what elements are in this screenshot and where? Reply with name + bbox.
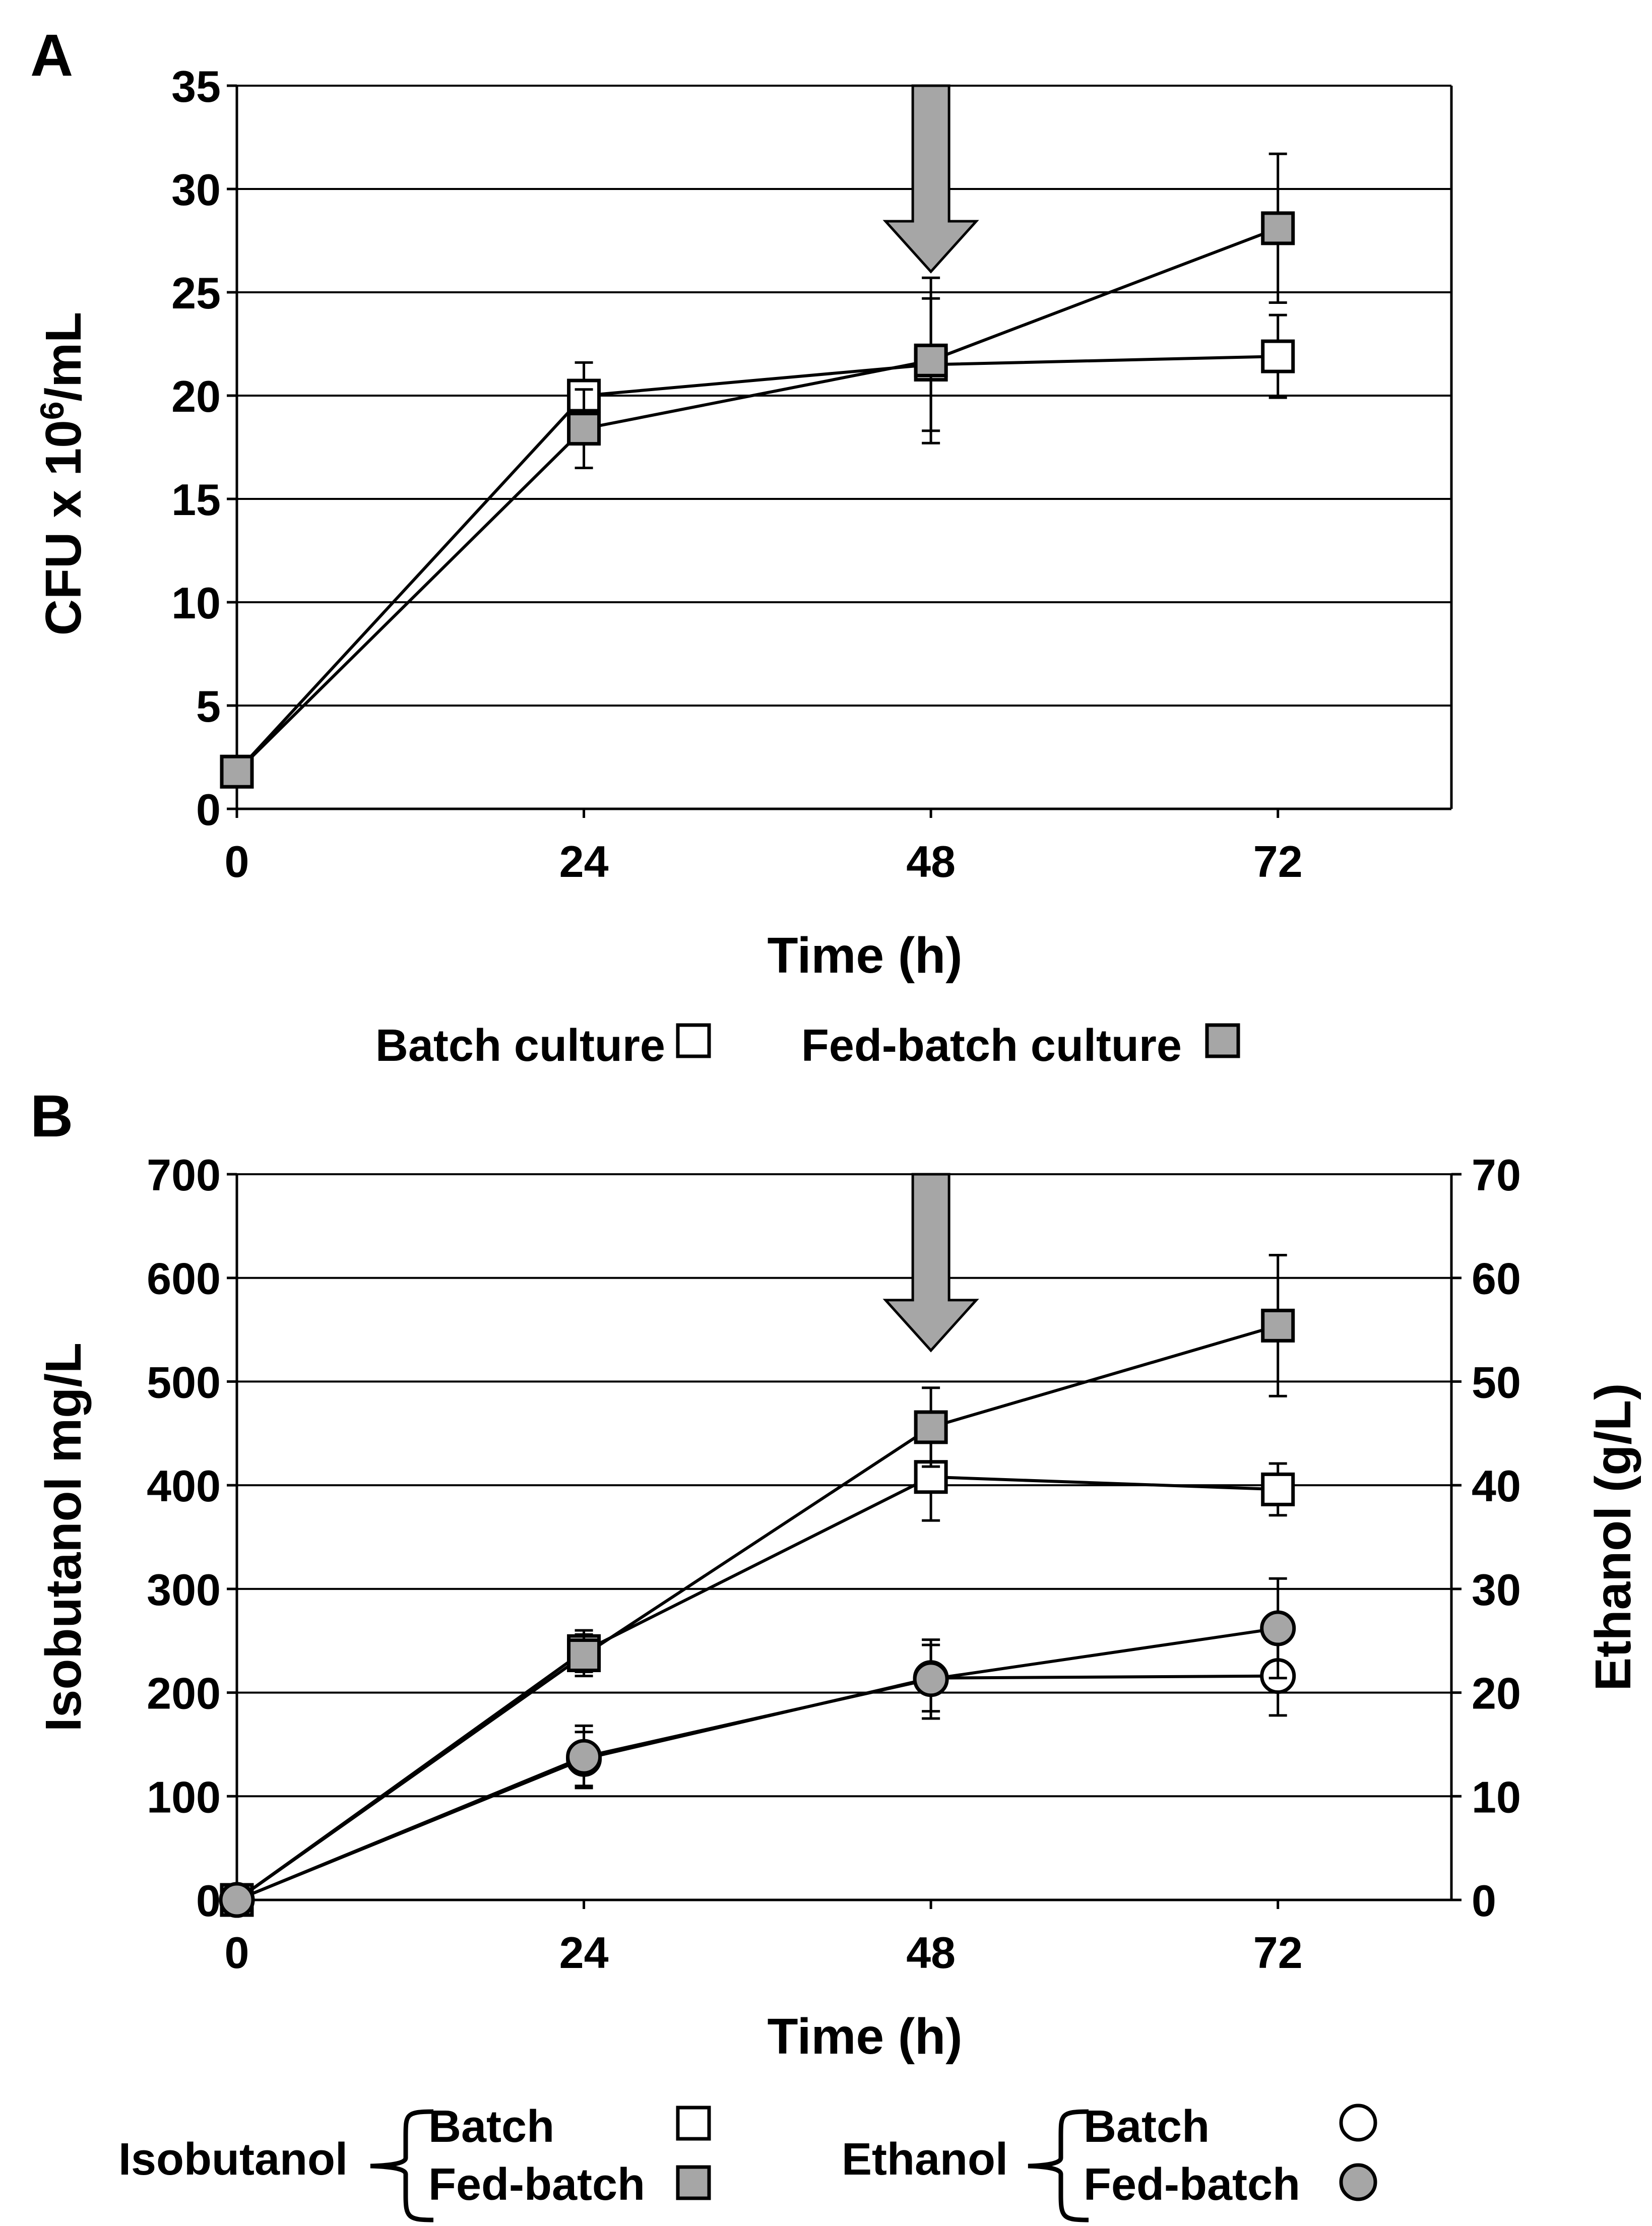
panel-b-series — [219, 1253, 1296, 1918]
panel-a-y-tick-label-4: 20 — [171, 371, 221, 421]
panel-a-y-title-superscript: 6 — [33, 402, 71, 420]
panel-a-legend: Batch culture Fed-batch culture — [375, 1021, 1240, 1071]
panel-a-x-tick-label-0: 0 — [225, 837, 249, 886]
panel-a-feed-arrow-shape — [882, 84, 979, 274]
panel-a-feed-arrow — [882, 84, 979, 274]
panel-b-isobutanol-batch-line — [236, 1475, 1278, 1901]
panel-a-y-tick-label-7: 35 — [171, 61, 221, 111]
legend-isobutanol-batch-label: Batch — [428, 2102, 554, 2152]
legend-ethanol-brace — [1028, 2109, 1089, 2222]
panel-a-ticks: 0 5 10 15 20 25 30 35 0 24 48 72 — [171, 61, 1303, 886]
legend-ethanol-batch-marker — [1339, 2104, 1377, 2142]
panel-b-legend: Isobutanol Batch Fed-batch Ethanol Batch… — [118, 2102, 1377, 2222]
panel-a-y-title-main: CFU x 10 — [35, 420, 92, 635]
panel-b-x-tick-label-3: 72 — [1253, 1928, 1303, 1978]
legend-ethanol-group-label: Ethanol — [842, 2134, 1008, 2185]
panel-b-feed-arrow — [882, 1173, 979, 1353]
panel-a-x-axis-title: Time (h) — [767, 927, 962, 984]
panel-b-y-tick-label-7: 700 — [147, 1150, 221, 1200]
panel-b-x-tick-label-2: 48 — [906, 1928, 956, 1978]
panel-a-y-tick-label-5: 25 — [171, 268, 221, 318]
panel-b-isobutanol-fed-batch-line — [236, 1324, 1279, 1901]
panel-b-chart: B 01002003004005006007000102030405060700… — [30, 1083, 1641, 2222]
panel-b-ethanol-fed-batch-point-0 — [219, 1882, 255, 1918]
panel-a-label: A — [30, 22, 73, 89]
panel-b-x-axis-title: Time (h) — [767, 2008, 962, 2065]
panel-b-y2-tick-label-1: 10 — [1472, 1772, 1521, 1822]
panel-a-x-tick-label-3: 72 — [1253, 837, 1303, 886]
panel-b-label: B — [30, 1083, 73, 1150]
legend-ethanol-batch-label: Batch — [1084, 2102, 1210, 2152]
panel-a-legend-fedbatch-marker — [1205, 1023, 1240, 1058]
panel-b-y-tick-label-0: 0 — [196, 1876, 221, 1926]
panel-b-y-tick-label-5: 500 — [147, 1357, 221, 1407]
panel-a-fed-batch-culture-point-3 — [1261, 211, 1295, 245]
panel-a-fed-batch-culture-line — [235, 227, 1279, 773]
panel-b-feed-arrow-shape — [882, 1173, 979, 1353]
panel-b-y2-tick-label-5: 50 — [1472, 1357, 1521, 1407]
panel-b-ethanol-fed-batch-point-3 — [1260, 1610, 1296, 1646]
panel-a-y-tick-label-6: 30 — [171, 165, 221, 215]
panel-a-axes — [235, 86, 1453, 810]
panel-b-isobutanol-batch-point-3 — [1261, 1472, 1295, 1506]
panel-b-x-tick-label-1: 24 — [559, 1928, 609, 1978]
legend-isobutanol-group-label: Isobutanol — [118, 2134, 348, 2185]
panel-b-y2-tick-label-7: 70 — [1472, 1150, 1521, 1200]
panel-b-y-tick-label-4: 400 — [147, 1461, 221, 1511]
panel-b-y-tick-label-6: 600 — [147, 1254, 221, 1304]
legend-ethanol-fedbatch-marker — [1339, 2163, 1377, 2201]
legend-ethanol-fedbatch-label: Fed-batch — [1084, 2159, 1300, 2210]
panel-a-y-title-unit: /mL — [35, 312, 92, 402]
panel-b-isobutanol-fed-batch-point-2 — [914, 1410, 948, 1444]
panel-a-chart: A 0 5 10 15 20 25 30 35 0 24 48 72 Time (h) CFU x 1… — [30, 22, 1453, 1071]
panel-b-y-tick-label-1: 100 — [147, 1772, 221, 1822]
panel-a-batch-culture-point-3 — [1261, 339, 1295, 373]
panel-b-y2-tick-label-2: 20 — [1472, 1669, 1521, 1719]
panel-b-y2-tick-label-3: 30 — [1472, 1565, 1521, 1615]
panel-a-y-tick-label-0: 0 — [196, 785, 221, 835]
panel-a-fed-batch-culture-point-1 — [567, 412, 601, 446]
panel-b-y-tick-label-3: 300 — [147, 1565, 221, 1615]
panel-a-fed-batch-culture-point-2 — [914, 343, 948, 377]
panel-a-y-axis-title: CFU x 106/mL — [33, 312, 92, 635]
panel-a-y-tick-label-2: 10 — [171, 578, 221, 628]
panel-b-axes — [235, 1174, 1453, 1901]
panel-b-isobutanol-fed-batch-point-3 — [1261, 1308, 1295, 1343]
panel-a-batch-culture-line — [235, 355, 1278, 773]
panel-b-x-tick-label-0: 0 — [225, 1928, 249, 1978]
panel-a-x-tick-label-2: 48 — [906, 837, 956, 886]
panel-b-y2-tick-label-6: 60 — [1472, 1254, 1521, 1304]
panel-b-y2-tick-label-4: 40 — [1472, 1461, 1521, 1511]
legend-isobutanol-batch-marker — [676, 2106, 711, 2141]
panel-a-legend-batch-marker — [676, 1023, 711, 1058]
panel-b-ethanol-fed-batch-point-1 — [566, 1739, 602, 1775]
panel-a-gridlines — [237, 85, 1451, 707]
panel-b-y-axis-title: Isobutanol mg/L — [35, 1343, 92, 1732]
panel-b-isobutanol-fed-batch-point-1 — [567, 1638, 601, 1673]
panel-a-y-tick-label-3: 15 — [171, 475, 221, 525]
panel-b-y2-tick-label-0: 0 — [1472, 1876, 1496, 1926]
panel-a-fed-batch-culture-point-0 — [220, 754, 254, 789]
panel-b-ethanol-fed-batch-point-2 — [913, 1661, 949, 1697]
panel-a-y-tick-label-1: 5 — [196, 681, 221, 731]
legend-isobutanol-brace — [370, 2109, 434, 2222]
panel-b-y2-axis-title: Ethanol (g/L) — [1585, 1383, 1641, 1691]
legend-isobutanol-fedbatch-marker — [676, 2165, 711, 2200]
legend-isobutanol-fedbatch-label: Fed-batch — [428, 2159, 645, 2210]
panel-a-series — [220, 152, 1295, 789]
panel-a-legend-batch-label: Batch culture — [375, 1021, 665, 1071]
panel-b-ethanol-fed-batch-line — [236, 1627, 1279, 1901]
panel-a-x-tick-label-1: 24 — [559, 837, 609, 886]
panel-b-y-tick-label-2: 200 — [147, 1669, 221, 1719]
panel-a-legend-fedbatch-label: Fed-batch culture — [801, 1021, 1182, 1071]
